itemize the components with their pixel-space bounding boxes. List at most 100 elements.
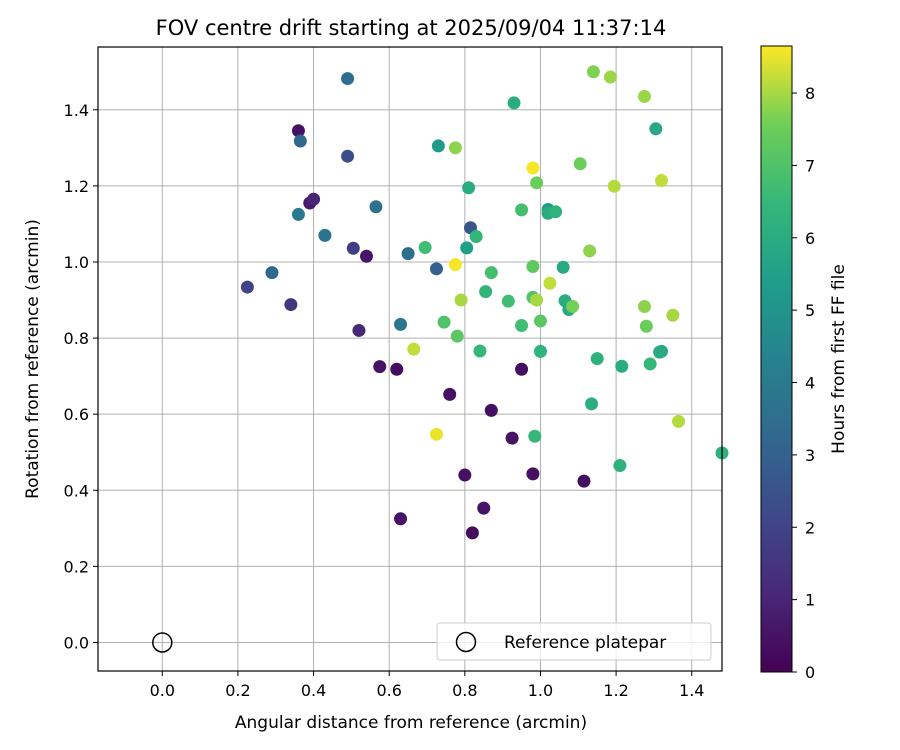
data-point: [469, 229, 483, 243]
data-point: [666, 308, 680, 322]
colorbar-tick-label: 3: [805, 446, 815, 465]
data-point: [240, 280, 254, 294]
x-tick-label: 1.4: [679, 681, 704, 700]
data-point: [639, 319, 653, 333]
data-point: [429, 262, 443, 276]
data-point: [530, 293, 544, 307]
chart-title: FOV centre drift starting at 2025/09/04 …: [156, 16, 667, 40]
data-point: [443, 387, 457, 401]
data-point: [454, 293, 468, 307]
data-point: [543, 276, 557, 290]
data-point: [291, 124, 305, 138]
legend-box: [436, 622, 712, 661]
data-point: [583, 244, 597, 258]
x-axis-label: Angular distance from reference (arcmin): [235, 713, 587, 733]
data-point: [431, 139, 445, 153]
data-point: [643, 357, 657, 371]
data-point: [526, 260, 540, 274]
data-point: [526, 161, 540, 175]
data-point: [394, 512, 408, 526]
colorbar-label: Hours from first FF file: [829, 264, 849, 454]
data-point: [637, 299, 651, 313]
data-point: [373, 360, 387, 374]
colorbar-ticks: 0 1 2 3 4 5 6 7 8: [792, 84, 815, 682]
x-tick-label: 1.2: [603, 681, 628, 700]
data-point: [291, 207, 305, 221]
x-tick-label: 0.2: [225, 681, 250, 700]
y-tick-label: 1.2: [64, 177, 89, 196]
data-point: [346, 241, 360, 255]
data-point: [448, 141, 462, 155]
data-point: [507, 96, 521, 110]
data-point: [505, 431, 519, 445]
legend-marker: [455, 631, 477, 653]
colorbar-tick-label: 2: [805, 518, 815, 537]
colorbar-gradient: [760, 45, 793, 673]
x-axis-ticks: 0.0 0.2 0.4 0.6 0.8 1.0 1.2 1.4: [150, 671, 704, 700]
data-point: [615, 359, 629, 373]
data-point: [649, 122, 663, 136]
data-point: [533, 314, 547, 328]
data-point: [566, 299, 580, 313]
data-point: [265, 266, 279, 280]
data-point: [577, 474, 591, 488]
data-point: [528, 429, 542, 443]
data-point: [484, 403, 498, 417]
colorbar: 0 1 2 3 4 5 6 7 8 Hours from first FF file: [760, 45, 849, 682]
y-tick-label: 0.0: [64, 633, 89, 652]
reference-platepar-marker: [152, 632, 173, 653]
data-points: [240, 65, 729, 540]
data-point: [407, 342, 421, 356]
x-tick-label: 0.8: [452, 681, 477, 700]
y-tick-label: 0.6: [64, 405, 89, 424]
data-point: [450, 329, 464, 343]
data-point: [369, 200, 383, 214]
data-point: [607, 179, 621, 193]
data-point: [586, 65, 600, 79]
data-point: [429, 427, 443, 441]
data-point: [341, 149, 355, 163]
data-point: [284, 298, 298, 312]
data-point: [462, 181, 476, 195]
data-point: [654, 344, 668, 358]
x-tick-label: 0.6: [376, 681, 401, 700]
data-point: [637, 89, 651, 103]
data-point: [479, 285, 493, 299]
grid-lines: [98, 47, 722, 671]
colorbar-tick-label: 7: [805, 156, 815, 175]
data-point: [484, 266, 498, 280]
data-point: [654, 174, 668, 188]
data-point: [590, 352, 604, 366]
data-point: [533, 344, 547, 358]
data-point: [318, 228, 332, 242]
data-point: [460, 241, 474, 255]
colorbar-tick-label: 4: [805, 374, 815, 393]
data-point: [672, 414, 686, 428]
data-point: [352, 323, 366, 337]
colorbar-tick-label: 0: [805, 663, 815, 682]
colorbar-tick-label: 6: [805, 229, 815, 248]
data-point: [473, 344, 487, 358]
colorbar-tick-label: 8: [805, 84, 815, 103]
data-point: [401, 247, 415, 261]
y-tick-label: 1.4: [64, 101, 89, 120]
data-point: [390, 362, 404, 376]
colorbar-tick-label: 5: [805, 301, 815, 320]
data-point: [448, 258, 462, 272]
data-point: [418, 241, 432, 255]
data-point: [437, 315, 451, 329]
y-axis-label: Rotation from reference (arcmin): [23, 219, 43, 499]
data-point: [613, 459, 627, 473]
data-point: [573, 157, 587, 171]
data-point: [360, 249, 374, 263]
y-tick-label: 1.0: [64, 253, 89, 272]
data-point: [458, 468, 472, 482]
data-point: [530, 176, 544, 190]
y-axis-ticks: 0.0 0.2 0.4 0.6 0.8 1.0 1.2 1.4: [64, 101, 98, 652]
data-point: [549, 205, 563, 219]
data-point: [293, 134, 307, 148]
data-point: [394, 317, 408, 331]
data-point: [515, 362, 529, 376]
colorbar-tick-label: 1: [805, 591, 815, 610]
